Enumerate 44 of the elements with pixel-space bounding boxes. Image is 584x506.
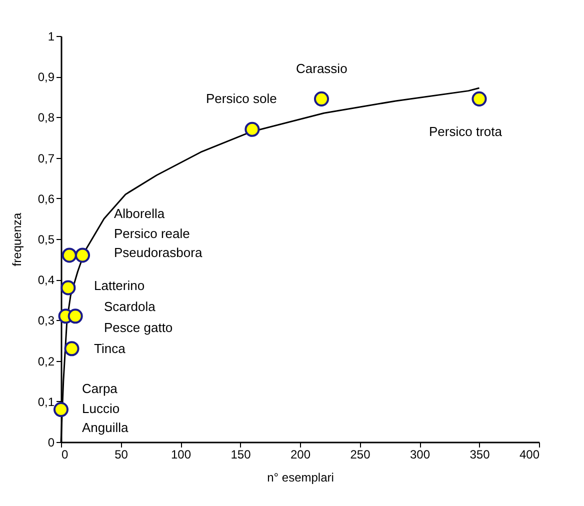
- annotation: Latterino: [94, 278, 145, 293]
- annotation: Anguilla: [82, 420, 130, 435]
- annotation: Tinca: [94, 341, 126, 356]
- annotation: Alborella: [114, 206, 166, 221]
- point: [472, 91, 487, 106]
- y-tick-label: 0,1: [38, 394, 55, 409]
- annotation: Carassio: [296, 61, 348, 76]
- y-tick-label: 0,2: [38, 354, 55, 368]
- annotation: Persico trota: [429, 124, 503, 139]
- x-tick-label: 350: [470, 448, 490, 462]
- y-tick-label: 0,9: [38, 70, 55, 84]
- annotation: Persico sole: [206, 91, 277, 106]
- y-tick-label: 0,8: [38, 110, 55, 125]
- annotation: Pesce gatto: [104, 320, 173, 335]
- x-tick-label: 100: [170, 448, 192, 462]
- y-tick-label: 1: [48, 30, 55, 44]
- annotation: Pseudorasbora: [114, 245, 203, 260]
- x-axis-title: n° esemplari: [267, 470, 334, 484]
- x-tick-label: 0: [62, 448, 68, 462]
- x-tick-label: 150: [230, 448, 252, 462]
- point: [314, 91, 330, 106]
- y-tick-label: 0,6: [38, 192, 55, 206]
- y-tick-label: 0,4: [38, 273, 55, 288]
- point: [74, 248, 90, 263]
- annotation: Carpa: [82, 381, 118, 396]
- point: [244, 122, 260, 137]
- point: [64, 341, 80, 356]
- x-tick-label: 250: [350, 448, 371, 462]
- y-tick-label: 0,3: [38, 314, 55, 328]
- annotation: Scardola: [104, 299, 156, 314]
- x-tick-label: 300: [410, 448, 430, 462]
- x-tick-label: 200: [290, 448, 311, 462]
- point: [62, 248, 77, 263]
- point: [60, 280, 76, 296]
- y-tick-label: 0: [48, 436, 55, 450]
- y-axis-title: frequenza: [10, 212, 24, 266]
- x-tick-label: 50: [114, 448, 128, 462]
- point: [53, 402, 69, 418]
- x-tick-label: 400: [519, 448, 540, 462]
- y-tick-label: 0,5: [38, 232, 55, 246]
- y-tick-label: 0,7: [38, 151, 55, 166]
- annotation: Persico reale: [114, 226, 190, 241]
- point: [68, 308, 83, 324]
- annotation: Luccio: [82, 401, 120, 416]
